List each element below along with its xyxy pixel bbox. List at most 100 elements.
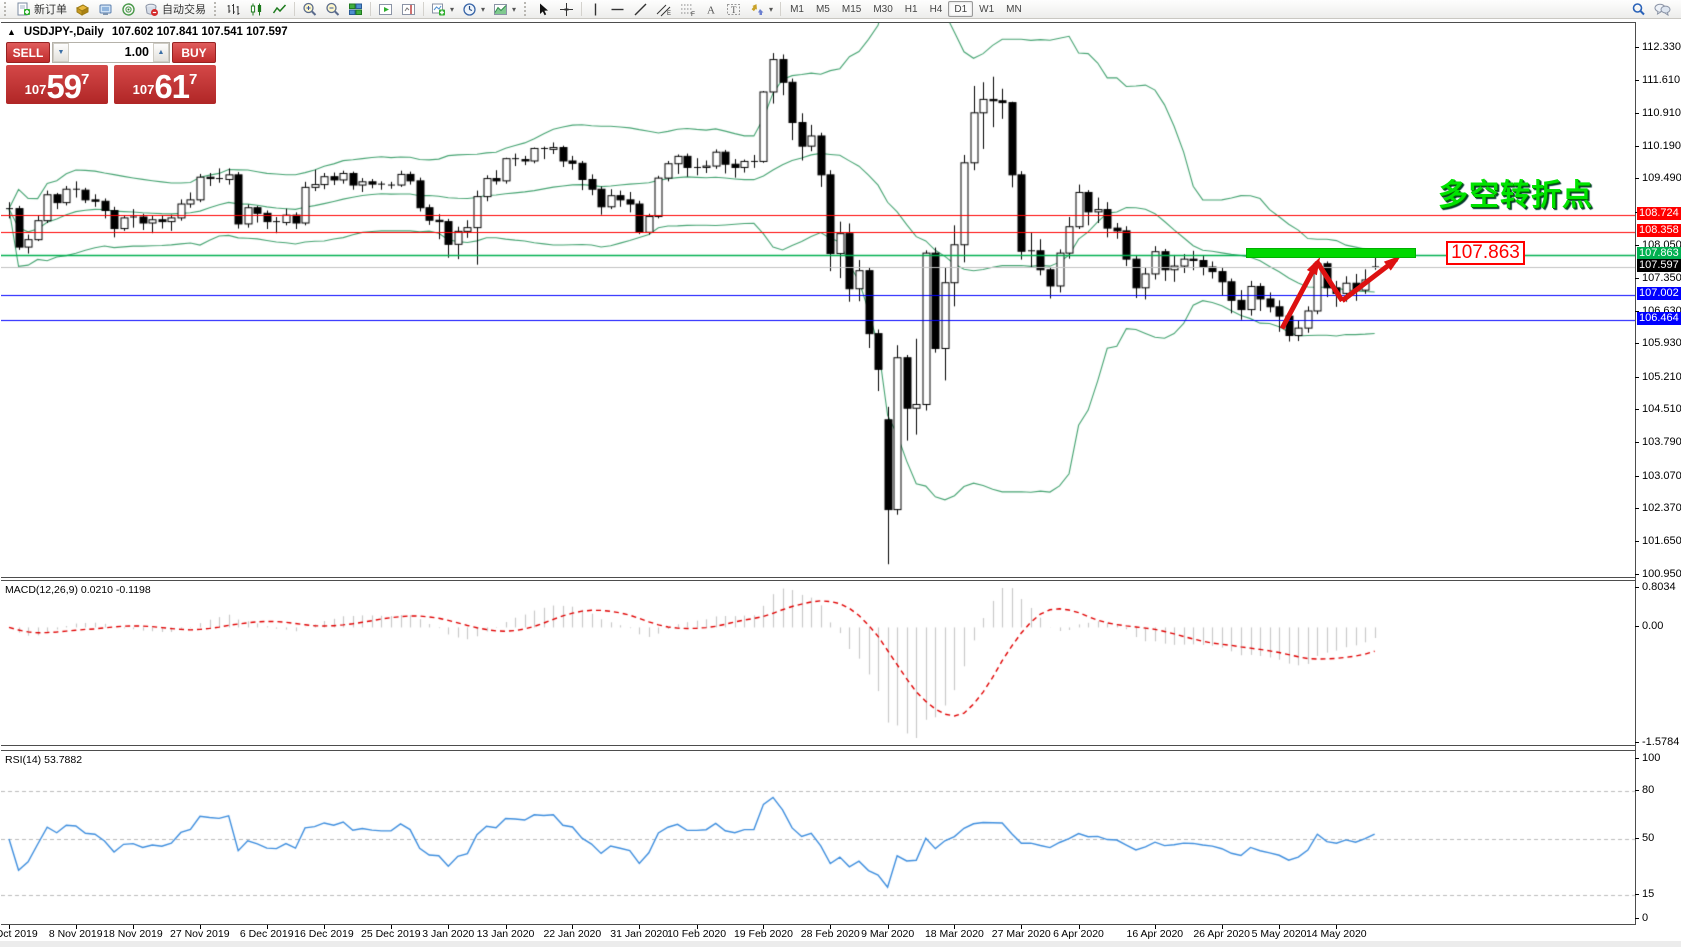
autotrade-label: 自动交易 xyxy=(162,4,206,16)
signals-button[interactable] xyxy=(117,1,140,18)
timeframe-W1[interactable]: W1 xyxy=(979,3,995,15)
price-line-badge-108.358[interactable]: 108.358 xyxy=(1637,223,1681,237)
zoom-out-button[interactable] xyxy=(321,1,344,18)
profiles-button[interactable]: ▾ xyxy=(458,1,489,18)
date-label: 16 Dec 2019 xyxy=(294,928,354,940)
highlight-rectangle[interactable] xyxy=(1245,247,1416,259)
sell-button[interactable]: SELL xyxy=(6,42,50,63)
timeframe-M15[interactable]: M15 xyxy=(841,3,862,15)
vertical-line-tool-button[interactable] xyxy=(585,1,606,18)
new-chart-caret[interactable]: ▾ xyxy=(450,4,455,14)
market-watch-button[interactable] xyxy=(71,1,94,18)
price-label-annotation[interactable]: 107.863 xyxy=(1446,241,1525,265)
candlestick-mode-icon xyxy=(250,3,262,15)
macd-max-tick-mark xyxy=(1635,587,1639,588)
price-axis[interactable]: 112.330 111.610 110.910 110.190 109.490 108.7… xyxy=(1635,22,1681,925)
date-tick-mark xyxy=(391,925,392,929)
price-line-badge-107.863[interactable]: 107.863 xyxy=(1637,246,1681,260)
price-line-badge-106.464[interactable]: 106.464 xyxy=(1637,311,1681,325)
text-label-tool-button[interactable]: T xyxy=(722,1,746,18)
new-order-button[interactable]: 新订单 xyxy=(12,1,71,18)
trendline-tool-button[interactable] xyxy=(629,1,652,18)
templates-icon xyxy=(494,3,508,15)
auto-scroll-button[interactable] xyxy=(374,1,397,18)
strategy-tester-button[interactable] xyxy=(94,1,117,18)
rsi-100-tick: 100 xyxy=(1642,752,1661,764)
price-tick-mark xyxy=(1635,343,1639,345)
buy-button[interactable]: BUY xyxy=(172,42,216,63)
bar-chart-mode-button[interactable] xyxy=(222,1,245,18)
svg-text:F: F xyxy=(691,11,695,17)
price-tick: 104.510 xyxy=(1642,403,1681,416)
date-tick-mark xyxy=(639,925,641,929)
volume-increase-button[interactable]: ▲ xyxy=(153,43,169,62)
price-line-badge-108.724[interactable]: 108.724 xyxy=(1637,206,1681,220)
horizontal-line-tool-button[interactable] xyxy=(606,1,629,18)
arrows-tool-caret[interactable]: ▾ xyxy=(769,4,774,14)
search-button[interactable] xyxy=(1627,1,1650,18)
timeframe-H4[interactable]: H4 xyxy=(929,3,943,15)
date-label: 9 Mar 2020 xyxy=(861,928,915,940)
tile-windows-button[interactable] xyxy=(344,1,367,18)
cursor-tool-button[interactable] xyxy=(532,1,555,18)
candlestick-mode-button[interactable] xyxy=(245,1,268,18)
market-watch-icon xyxy=(75,3,90,16)
price-tick-mark xyxy=(1635,409,1639,411)
sell-price-sup: 7 xyxy=(81,71,90,88)
rsi-label: RSI(14) 53.7882 xyxy=(5,754,82,766)
templates-button[interactable]: ▾ xyxy=(489,1,520,18)
timeframe-M1[interactable]: M1 xyxy=(790,3,804,15)
sell-price-button[interactable]: 107 59 7 xyxy=(6,65,108,104)
rsi-0-tick: 0 xyxy=(1642,912,1649,924)
timeframe-M5[interactable]: M5 xyxy=(815,3,830,15)
autotrade-icon xyxy=(145,3,158,16)
price-line-badge-107.002[interactable]: 107.002 xyxy=(1637,286,1681,300)
date-tick-mark xyxy=(954,925,956,929)
price-tick: 110.910 xyxy=(1642,106,1681,119)
date-label: 8 Nov 2019 xyxy=(48,928,103,940)
crosshair-tool-button[interactable] xyxy=(555,1,578,18)
main-chart-pane xyxy=(1,22,1635,578)
buy-price-button[interactable]: 107 61 7 xyxy=(114,65,216,104)
price-tick-mark xyxy=(1635,442,1639,444)
volume-input[interactable]: 1.00 xyxy=(124,45,149,59)
macd-canvas[interactable] xyxy=(1,581,1635,745)
bid-price-badge[interactable]: 107.597 xyxy=(1637,259,1681,273)
chart-info-line: ▲ USDJPY-,Daily 107.602 107.841 107.541 … xyxy=(7,26,288,38)
date-tick-mark xyxy=(505,925,507,929)
autotrade-button[interactable]: 自动交易 xyxy=(140,1,210,18)
new-chart-button[interactable]: ▾ xyxy=(427,1,458,18)
timeframe-MN[interactable]: MN xyxy=(1006,3,1022,15)
rsi-15-tick-mark xyxy=(1635,894,1639,895)
line-chart-mode-icon xyxy=(272,3,287,13)
toolbar-separator xyxy=(780,2,782,16)
chart-shift-button[interactable] xyxy=(397,1,420,18)
main-chart-canvas[interactable] xyxy=(1,23,1635,577)
timeframe-M30[interactable]: M30 xyxy=(873,3,893,15)
arrows-tool-button[interactable]: ▾ xyxy=(746,1,777,18)
volume-decrease-button[interactable]: ▼ xyxy=(53,43,69,62)
timeframe-D1[interactable]: D1 xyxy=(948,1,974,17)
new-order-label: 新订单 xyxy=(34,4,67,16)
zoom-in-button[interactable] xyxy=(298,1,321,18)
timeframe-H1[interactable]: H1 xyxy=(904,3,918,15)
collapse-arrow-icon[interactable]: ▲ xyxy=(7,27,16,37)
price-tick-mark xyxy=(1635,475,1639,477)
text-tool-button[interactable]: A xyxy=(700,1,722,18)
macd-max-tick: 0.8034 xyxy=(1642,581,1676,593)
turning-point-annotation[interactable]: 多空转折点 xyxy=(1438,179,1593,212)
price-tick: 110.190 xyxy=(1642,140,1681,153)
templates-caret[interactable]: ▾ xyxy=(512,4,517,14)
profiles-caret[interactable]: ▾ xyxy=(481,4,486,14)
date-label: 31 Jan 2020 xyxy=(610,928,669,940)
line-chart-mode-button[interactable] xyxy=(268,1,291,18)
chat-button[interactable] xyxy=(1650,1,1675,18)
main-toolbar: 新订单 自动交易 xyxy=(0,0,1681,19)
rsi-canvas[interactable] xyxy=(1,751,1635,924)
price-tick-mark xyxy=(1635,47,1639,48)
tile-windows-icon xyxy=(349,3,362,15)
fibonacci-tool-button[interactable]: F xyxy=(676,1,700,18)
channel-tool-button[interactable]: E xyxy=(652,1,676,18)
rsi-80-tick: 80 xyxy=(1642,784,1655,796)
